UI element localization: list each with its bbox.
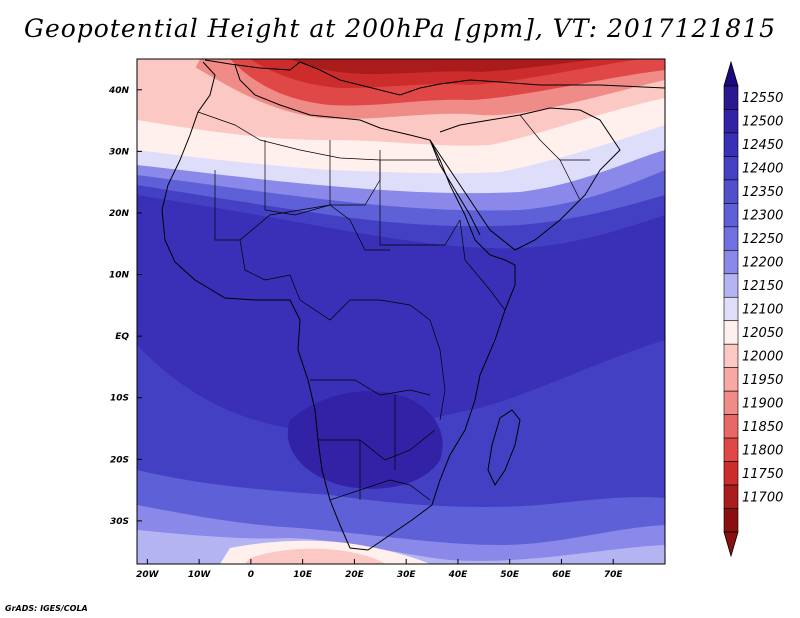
lon-tick-label: 40E (448, 570, 469, 580)
coastline-arabia (429, 107, 621, 251)
colorbar-bottom-arrow (723, 531, 739, 558)
colorbar-swatch (723, 156, 739, 181)
colorbar-label: 11800 (742, 443, 783, 458)
colorbar-label: 12550 (742, 91, 783, 106)
border-15 (519, 114, 590, 161)
colorbar-swatch (723, 203, 739, 228)
lon-tick-label: 10W (188, 570, 212, 580)
colorbar-label: 11850 (742, 420, 783, 435)
colorbar-label: 11700 (742, 490, 783, 505)
coastline-red-sea (429, 139, 481, 236)
colorbar-swatch (723, 367, 739, 392)
border-8 (318, 429, 436, 461)
lat-tick-label: 20S (110, 455, 129, 465)
colorbar-label: 12250 (742, 232, 783, 247)
colorbar-swatch (723, 343, 739, 368)
colorbar-label: 12450 (742, 138, 783, 153)
lat-tick-label: 30S (110, 517, 129, 527)
lon-tick-label: 10E (293, 570, 313, 580)
colorbar-label: 12000 (742, 349, 783, 364)
height-field (137, 59, 665, 564)
border-12 (429, 319, 446, 421)
coastline-madagascar (487, 409, 521, 487)
lon-tick-label: 20W (136, 570, 160, 580)
border-2 (214, 170, 390, 251)
latitude-axis: 40N 30N 20N 10N EQ 10S 20S 30S (108, 86, 142, 527)
colorbar-label: 11750 (742, 467, 783, 482)
colorbar-swatch (723, 109, 739, 134)
lat-tick-label: 40N (108, 86, 130, 96)
border-9 (329, 479, 431, 501)
colorbar-label: 12100 (742, 303, 783, 318)
border-6 (299, 299, 431, 321)
colorbar-swatch (723, 414, 739, 439)
colorbar-label: 12300 (742, 209, 783, 224)
lat-tick-label: 30N (109, 147, 130, 157)
field-band-south-6 (245, 548, 385, 564)
colorbar-label: 12400 (742, 162, 783, 177)
colorbar-label: 12200 (742, 256, 783, 271)
colorbar-swatch (723, 320, 739, 345)
colorbar-label: 12350 (742, 185, 783, 200)
colorbar-swatch (723, 226, 739, 251)
colorbar-swatch (723, 461, 739, 486)
coastline-africa (161, 61, 516, 551)
border-1 (197, 111, 440, 161)
lat-tick-label: EQ (115, 332, 129, 342)
lon-tick-label: 50E (500, 570, 520, 580)
colorbar-label: 12150 (742, 279, 783, 294)
field-band-center (287, 391, 443, 489)
colorbar: 12550 12500 12450 12400 12350 12300 12250 12200… (723, 60, 783, 558)
colorbar-swatch (723, 273, 739, 298)
lon-tick-label: 30E (397, 570, 417, 580)
colorbar-swatch (723, 85, 739, 110)
colorbar-swatch (723, 437, 739, 462)
coastlines (161, 59, 665, 551)
country-borders (197, 111, 590, 501)
colorbar-swatch (723, 390, 739, 415)
lon-tick-label: 60E (552, 570, 572, 580)
plot-frame (136, 58, 666, 565)
border-14 (239, 239, 301, 301)
lon-tick-label: 0 (248, 570, 254, 580)
colorbar-swatch (723, 179, 739, 204)
border-13 (459, 219, 506, 311)
lat-tick-label: 10N (109, 271, 130, 281)
border-7 (310, 379, 431, 396)
colorbar-swatch (723, 250, 739, 275)
longitude-axis: 20W 10W 0 10E 20E 30E 40E 50E 60E 70E (136, 559, 623, 580)
field-band-north-10 (290, 59, 600, 75)
colorbar-swatch (723, 484, 739, 509)
lon-tick-label: 70E (604, 570, 624, 580)
border-5 (379, 160, 461, 246)
colorbar-swatch (723, 508, 739, 533)
lat-tick-label: 20N (109, 209, 130, 219)
colorbar-swatch (723, 132, 739, 157)
colorbar-label: 12050 (742, 326, 783, 341)
border-16 (559, 159, 581, 201)
colorbar-label: 12500 (742, 115, 783, 130)
colorbar-label: 11950 (742, 373, 783, 388)
colorbar-swatch (723, 296, 739, 322)
field-band-northwest (137, 59, 200, 110)
lon-tick-label: 20E (345, 570, 365, 580)
coastline-europe (204, 59, 665, 96)
map-title: Geopotential Height at 200hPa [gpm], VT:… (23, 14, 777, 43)
lat-tick-label: 10S (110, 394, 129, 404)
colorbar-label: 11900 (742, 396, 783, 411)
border-3 (264, 140, 331, 216)
grads-credit: GrADS: IGES/COLA (5, 604, 88, 613)
colorbar-top-arrow (723, 60, 739, 87)
